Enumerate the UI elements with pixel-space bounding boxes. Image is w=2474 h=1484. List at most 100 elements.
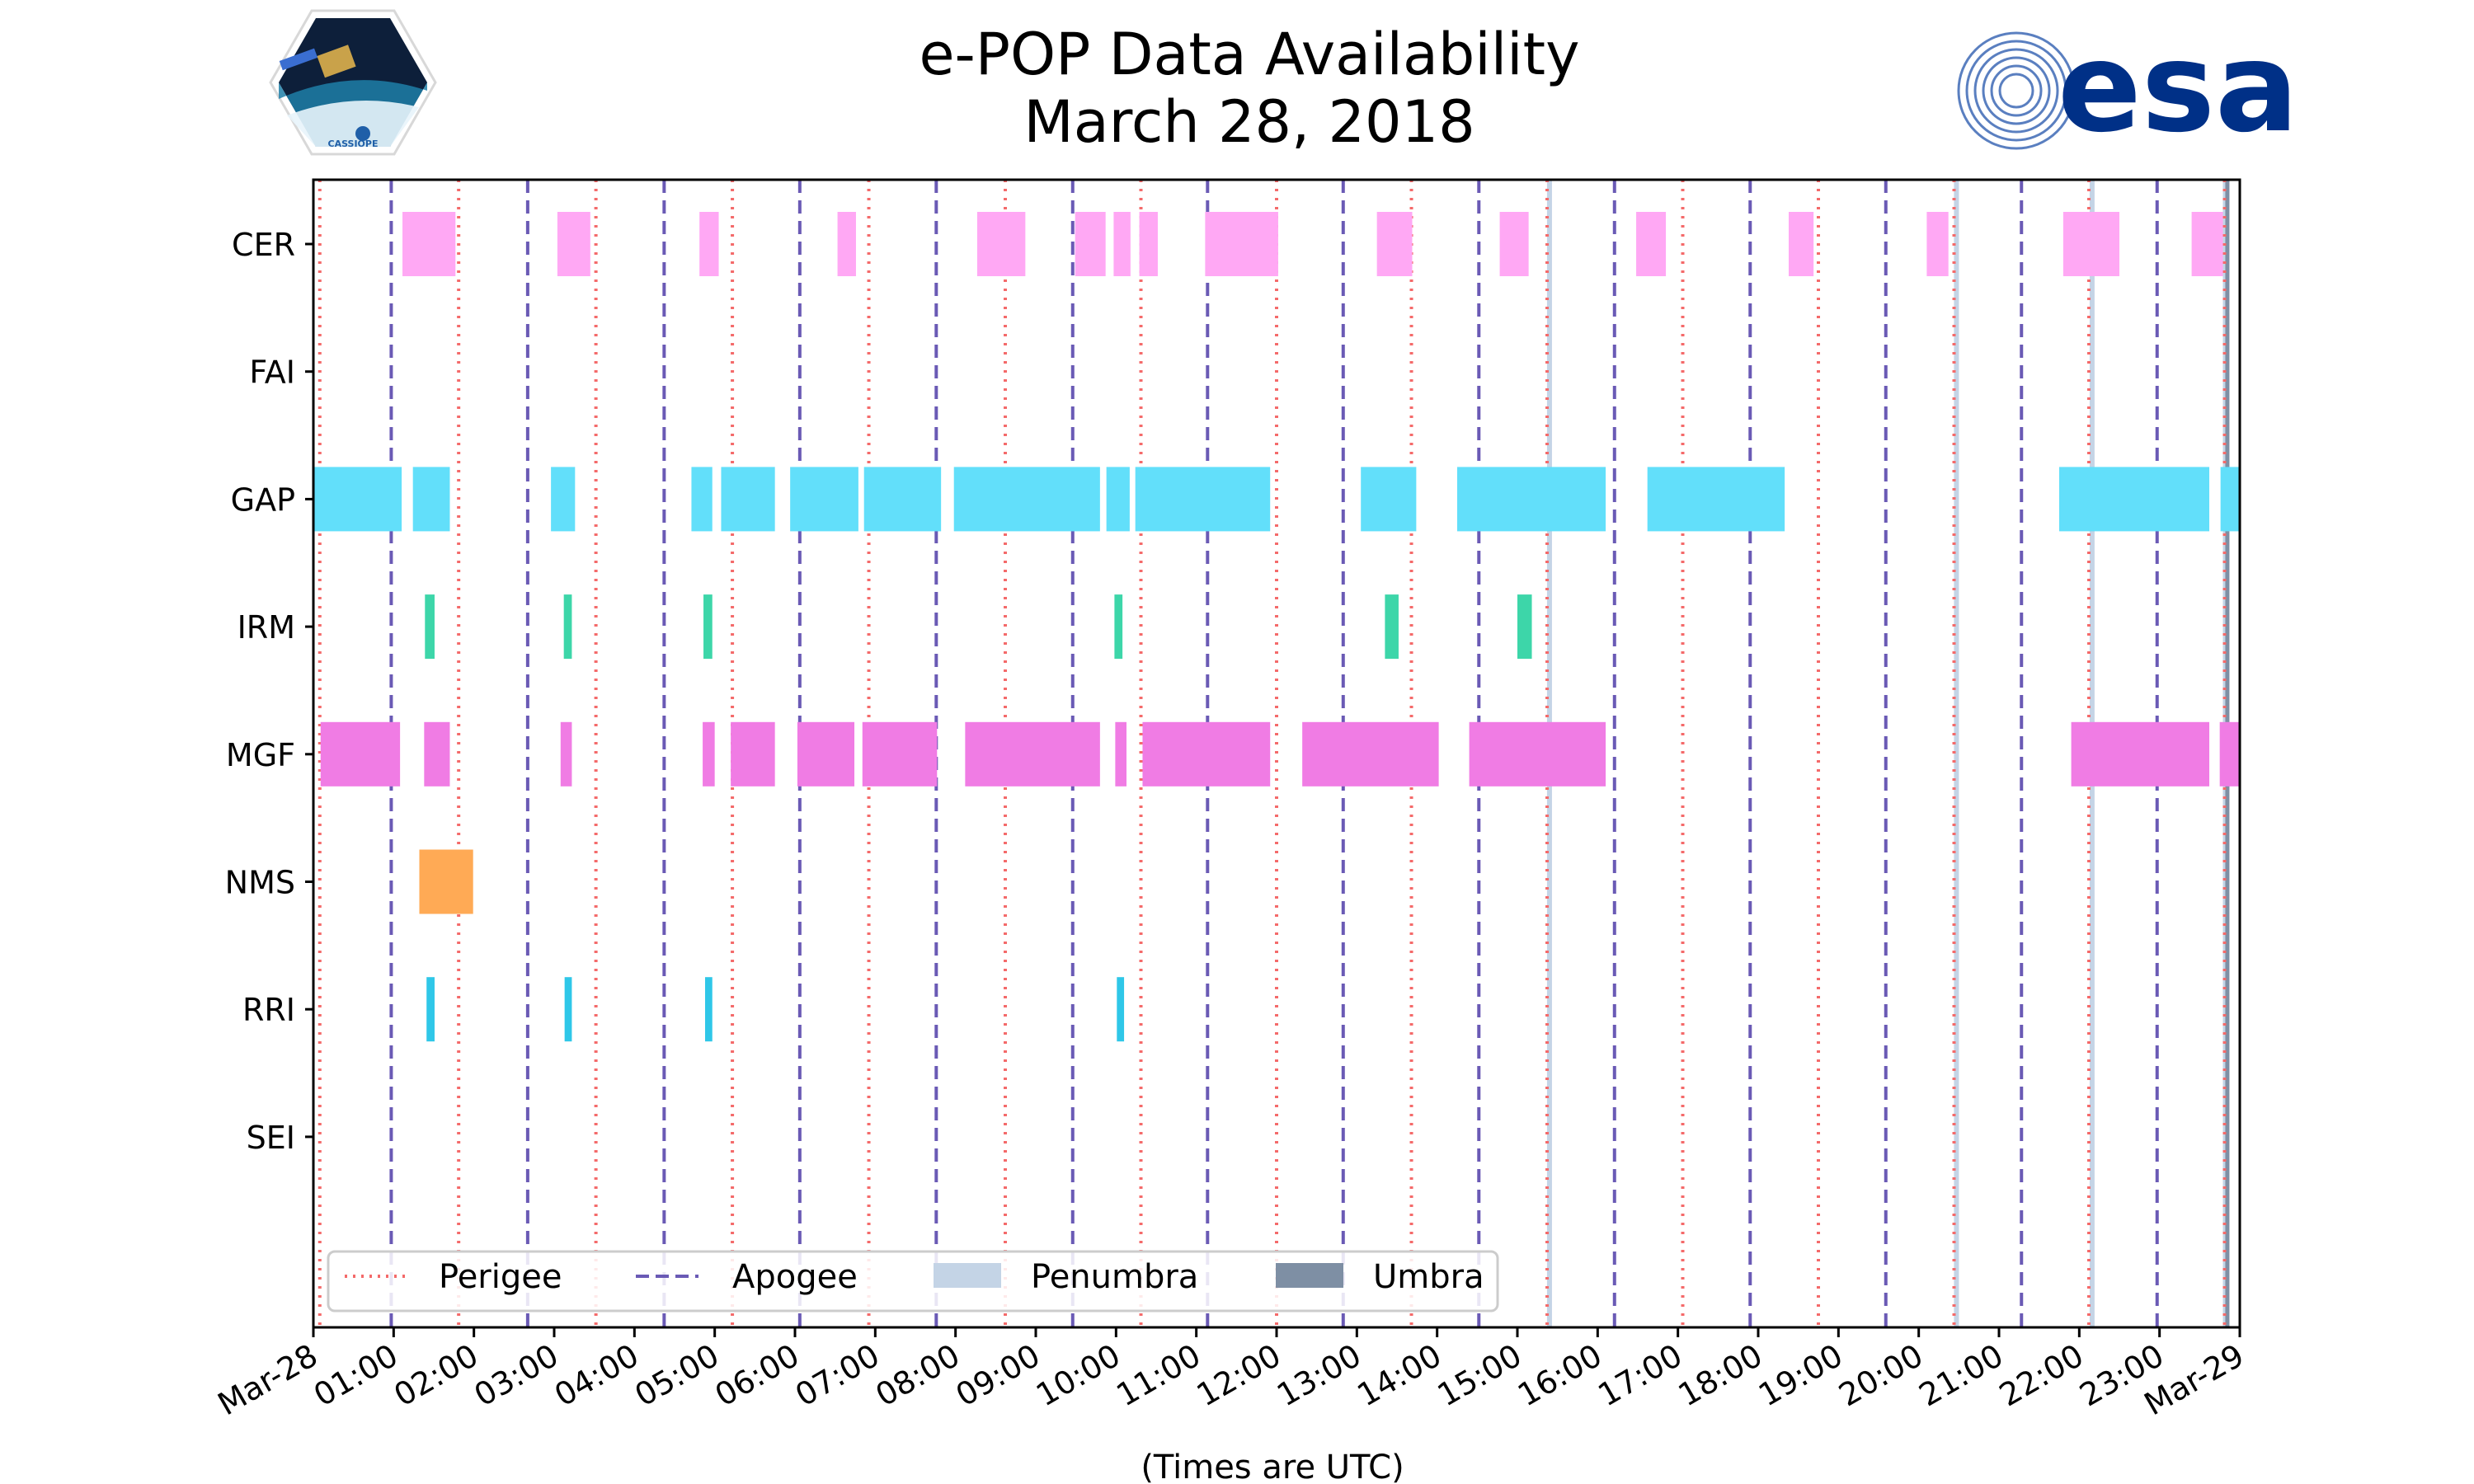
x-tick-label: 21:00 (1913, 1337, 2010, 1414)
legend-box (327, 1250, 1499, 1313)
bar-gap (1647, 467, 1785, 532)
bar-mgf (320, 721, 401, 787)
x-tick-label: 04:00 (548, 1337, 645, 1414)
x-tick-label: 06:00 (709, 1337, 806, 1414)
bar-gap (691, 467, 713, 532)
bar-cer (1636, 212, 1667, 276)
bar-mgf (703, 721, 715, 787)
y-tick-label: SEI (247, 1120, 295, 1156)
x-tick-label: 17:00 (1592, 1337, 1688, 1414)
bar-gap (1106, 467, 1130, 532)
x-tick-label: 19:00 (1752, 1337, 1849, 1414)
legend-label-umbra: Umbra (1373, 1258, 1484, 1296)
satellite-icon (279, 45, 356, 78)
bar-cer (1926, 212, 1949, 276)
bar-cer (1376, 212, 1413, 276)
bar-gap (1361, 467, 1417, 532)
y-tick-label: NMS (225, 865, 295, 901)
cassiope-label: CASSIOPE (328, 139, 379, 149)
bar-cer (2191, 212, 2223, 276)
x-tick-label: 02:00 (388, 1337, 484, 1414)
bar-cer (1075, 212, 1106, 276)
x-tick-label: Mar-28 (212, 1337, 324, 1423)
bar-mgf (1469, 721, 1606, 787)
bar-nms (419, 849, 473, 914)
bar-cer (1499, 212, 1529, 276)
bar-mgf (731, 721, 775, 787)
bar-mgf (1142, 721, 1271, 787)
bar-irm (703, 594, 713, 660)
legend-label-apogee: Apogee (732, 1258, 858, 1296)
bar-gap (953, 467, 1100, 532)
bar-gap (412, 467, 450, 532)
bar-rri (704, 977, 713, 1042)
legend-item-apogee: Apogee (636, 1258, 858, 1296)
chart-title-line-1: e-POP Data Availability (919, 21, 1579, 88)
x-tick-label: 20:00 (1832, 1337, 1929, 1414)
bar-gap (2220, 467, 2240, 532)
bar-irm (425, 594, 435, 660)
bar-gap (1135, 467, 1271, 532)
bar-irm (1385, 594, 1399, 660)
bar-gap (721, 467, 775, 532)
esa-wordmark: esa (2058, 16, 2298, 160)
bar-cer (2062, 212, 2119, 276)
bar-mgf (965, 721, 1100, 787)
bar-cer (402, 212, 456, 276)
instrument-bars (313, 212, 2240, 1042)
bar-gap (2059, 467, 2210, 532)
bar-rri (564, 977, 572, 1042)
x-tick-label: 09:00 (950, 1337, 1047, 1414)
bar-mgf (2219, 721, 2240, 787)
x-tick-label: 01:00 (308, 1337, 404, 1414)
bar-mgf (2071, 721, 2210, 787)
x-tick-label: 12:00 (1191, 1337, 1287, 1414)
y-axis: CER FAI GAP IRM MGF NMS RRI SEI (225, 227, 313, 1156)
y-tick-label: IRM (238, 609, 295, 646)
bar-gap (863, 467, 942, 532)
x-tick-label: 18:00 (1672, 1337, 1769, 1414)
x-tick-label: 16:00 (1512, 1337, 1608, 1414)
legend-umbra-patch (1276, 1263, 1343, 1288)
y-tick-label: GAP (231, 481, 295, 518)
bar-cer (699, 212, 719, 276)
y-tick-label: CER (232, 227, 295, 263)
bar-cer (557, 212, 590, 276)
bar-mgf (424, 721, 450, 787)
chart-title-line-2: March 28, 2018 (1023, 88, 1475, 156)
bar-cer (1205, 212, 1278, 276)
x-axis-label: (Times are UTC) (1141, 1449, 1404, 1484)
esa-swirl-icon (1957, 31, 2076, 150)
x-tick-label: 22:00 (1993, 1337, 2090, 1414)
bar-irm (563, 594, 572, 660)
penumbra-band (1954, 180, 1959, 1327)
bar-irm (1517, 594, 1532, 660)
bar-irm (1114, 594, 1123, 660)
bar-mgf (1302, 721, 1439, 787)
x-tick-label: 08:00 (869, 1337, 966, 1414)
y-tick-label: FAI (249, 355, 295, 391)
x-tick-label: 10:00 (1030, 1337, 1126, 1414)
x-tick-label: 05:00 (628, 1337, 725, 1414)
bar-cer (976, 212, 1026, 276)
bar-mgf (560, 721, 572, 787)
x-tick-label: 13:00 (1271, 1337, 1367, 1414)
x-tick-label: 03:00 (468, 1337, 565, 1414)
x-tick-label: 07:00 (789, 1337, 886, 1414)
bar-cer (1113, 212, 1131, 276)
x-axis: Mar-2801:0002:0003:0004:0005:0006:0007:0… (212, 1327, 2251, 1422)
x-tick-label: 11:00 (1110, 1337, 1206, 1414)
bar-gap (313, 467, 402, 532)
bar-gap (1457, 467, 1606, 532)
bar-mgf (797, 721, 855, 787)
y-tick-label: RRI (242, 992, 295, 1028)
bar-gap (790, 467, 858, 532)
legend-item-penumbra: Penumbra (934, 1258, 1198, 1296)
bar-mgf (1115, 721, 1126, 787)
y-tick-label: MGF (226, 737, 295, 773)
legend-label-perigee: Perigee (439, 1258, 562, 1296)
bar-cer (1139, 212, 1158, 276)
x-tick-label: 15:00 (1432, 1337, 1528, 1414)
legend-item-umbra: Umbra (1276, 1258, 1484, 1296)
